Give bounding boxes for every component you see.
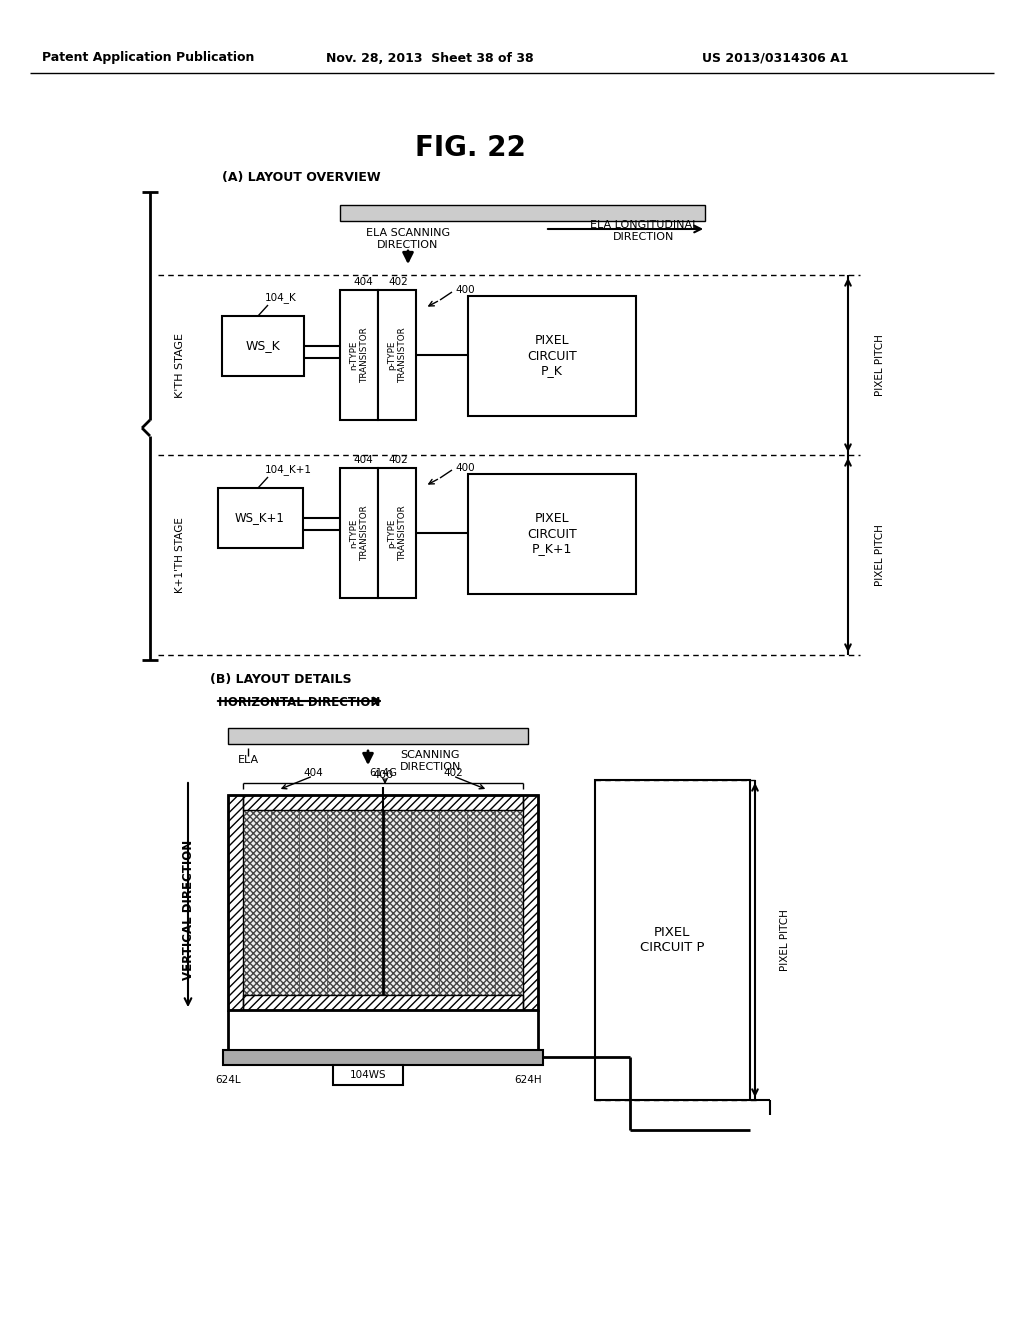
Text: PIXEL
CIRCUIT
P_K+1: PIXEL CIRCUIT P_K+1 <box>527 512 577 556</box>
Text: DIRECTION: DIRECTION <box>400 762 462 772</box>
Bar <box>243 795 523 810</box>
Bar <box>218 488 303 548</box>
Text: 624L: 624L <box>215 1074 241 1085</box>
Text: p-TYPE
TRANSISTOR: p-TYPE TRANSISTOR <box>387 327 407 383</box>
Text: 104_K+1: 104_K+1 <box>265 465 312 475</box>
Text: WS_K: WS_K <box>246 339 281 352</box>
Bar <box>378 469 416 598</box>
Bar <box>340 469 378 598</box>
Text: VERTICAL DIRECTION: VERTICAL DIRECTION <box>181 840 195 981</box>
Text: (B) LAYOUT DETAILS: (B) LAYOUT DETAILS <box>210 673 351 686</box>
Text: (A) LAYOUT OVERVIEW: (A) LAYOUT OVERVIEW <box>222 172 381 185</box>
Bar <box>411 810 439 995</box>
Text: 404: 404 <box>353 277 373 286</box>
Bar <box>467 810 495 995</box>
Bar <box>523 795 538 1010</box>
Bar <box>355 810 383 995</box>
Text: ELA LONGITUDINAL: ELA LONGITUDINAL <box>590 220 698 230</box>
Text: PIXEL
CIRCUIT P: PIXEL CIRCUIT P <box>640 927 705 954</box>
Text: 104WS: 104WS <box>349 1071 386 1080</box>
Bar <box>378 290 416 420</box>
Text: Patent Application Publication: Patent Application Publication <box>42 51 254 65</box>
Bar <box>468 296 636 416</box>
Text: 402: 402 <box>443 768 463 777</box>
Text: 400: 400 <box>455 463 475 473</box>
Text: n-TYPE
TRANSISTOR: n-TYPE TRANSISTOR <box>349 506 369 561</box>
Text: PIXEL
CIRCUIT
P_K: PIXEL CIRCUIT P_K <box>527 334 577 378</box>
Bar <box>468 474 636 594</box>
Text: 400: 400 <box>373 770 393 780</box>
Bar <box>243 995 523 1010</box>
Bar <box>243 810 271 995</box>
Text: 402: 402 <box>388 455 408 465</box>
Text: HORIZONTAL DIRECTION: HORIZONTAL DIRECTION <box>218 696 380 709</box>
Bar <box>340 205 705 220</box>
Bar <box>439 810 467 995</box>
Bar <box>327 810 355 995</box>
Text: US 2013/0314306 A1: US 2013/0314306 A1 <box>701 51 848 65</box>
Bar <box>333 1065 403 1085</box>
Bar <box>595 780 750 1100</box>
Text: 404: 404 <box>353 455 373 465</box>
Bar <box>340 290 378 420</box>
Text: K'TH STAGE: K'TH STAGE <box>175 333 185 397</box>
Bar <box>383 810 411 995</box>
Text: 624H: 624H <box>514 1074 542 1085</box>
Bar <box>222 315 304 376</box>
Text: PIXEL PITCH: PIXEL PITCH <box>874 524 885 586</box>
Text: p-TYPE
TRANSISTOR: p-TYPE TRANSISTOR <box>387 506 407 561</box>
Bar <box>271 810 299 995</box>
Text: DIRECTION: DIRECTION <box>613 232 675 242</box>
Text: 404: 404 <box>303 768 323 777</box>
Text: 104_K: 104_K <box>265 293 297 304</box>
Text: 402: 402 <box>388 277 408 286</box>
Text: ELA: ELA <box>238 755 259 766</box>
Text: 614G: 614G <box>369 768 397 777</box>
Text: DIRECTION: DIRECTION <box>377 240 438 249</box>
Text: PIXEL PITCH: PIXEL PITCH <box>874 334 885 396</box>
Bar <box>299 810 327 995</box>
Text: K+1'TH STAGE: K+1'TH STAGE <box>175 517 185 593</box>
Bar <box>228 795 538 1010</box>
Text: ELA SCANNING: ELA SCANNING <box>366 228 451 238</box>
Text: n-TYPE
TRANSISTOR: n-TYPE TRANSISTOR <box>349 327 369 383</box>
Bar <box>223 1049 543 1065</box>
Text: FIG. 22: FIG. 22 <box>415 135 525 162</box>
Text: PIXEL PITCH: PIXEL PITCH <box>780 909 790 972</box>
Text: 400: 400 <box>455 285 475 294</box>
Text: Nov. 28, 2013  Sheet 38 of 38: Nov. 28, 2013 Sheet 38 of 38 <box>327 51 534 65</box>
Bar <box>228 795 243 1010</box>
Text: SCANNING: SCANNING <box>400 750 460 760</box>
Bar <box>228 729 528 744</box>
Bar <box>495 810 523 995</box>
Text: WS_K+1: WS_K+1 <box>236 511 285 524</box>
